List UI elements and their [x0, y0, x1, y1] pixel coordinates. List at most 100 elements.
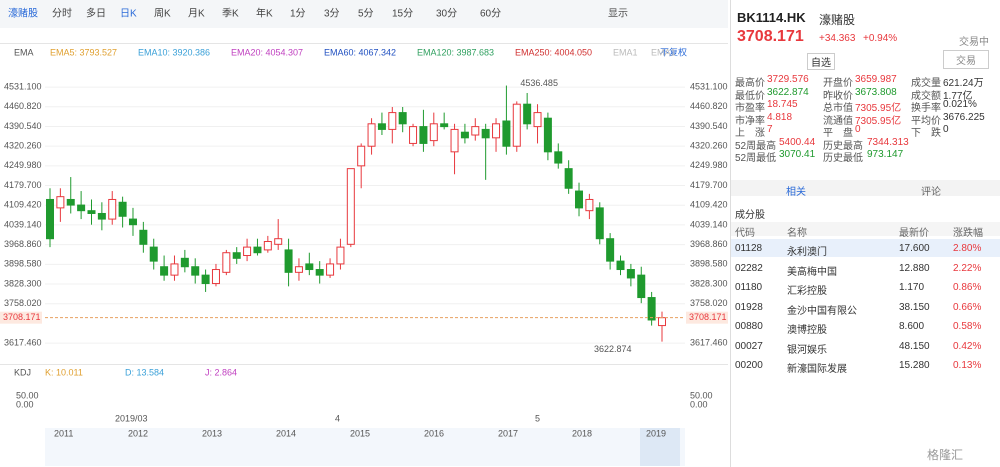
candle-body [253, 246, 262, 254]
stat-label: 历史最高 [823, 140, 863, 152]
cell[interactable]: 银河娱乐 [787, 344, 827, 356]
toolbar-item: 季K [222, 8, 239, 20]
trade-button[interactable]: 交易 [943, 50, 989, 69]
candle-body [77, 204, 86, 212]
stat-value: 3676.225 [943, 111, 985, 123]
kdj-tick: 0.00 [16, 399, 34, 409]
column-header[interactable]: 名称 [787, 228, 807, 239]
candle-body [191, 266, 200, 276]
stat-label: 流通值 [823, 115, 853, 127]
cell[interactable]: 美高梅中国 [787, 266, 837, 278]
y-tick-label: 4320.260 [690, 141, 728, 151]
year-label: 2016 [424, 428, 444, 438]
ema-legend: EMA10: 3920.386 [138, 47, 210, 57]
month-label: 2019/03 [115, 413, 148, 423]
year-label: 2018 [572, 428, 592, 438]
toolbar-item: 30分 [436, 8, 457, 20]
stat-value: 18.745 [767, 99, 798, 110]
candle-body [108, 198, 117, 220]
ema-legend: EMA60: 4067.342 [324, 47, 396, 57]
candle-body [211, 269, 220, 285]
candle-body [46, 198, 54, 240]
candle-body [564, 168, 573, 189]
ema-legend: EMA20: 4054.307 [231, 47, 303, 57]
candle-body [512, 103, 521, 147]
toolbar-item: 15分 [392, 8, 413, 20]
candle-body [66, 198, 75, 206]
name: 濠赌股 [819, 13, 856, 27]
column-header[interactable]: 最新价 [899, 228, 929, 239]
cell[interactable]: 新濠国际发展 [787, 364, 847, 375]
candle-body [377, 123, 386, 130]
stat-label: 上 涨 [735, 128, 765, 139]
candle-body [429, 123, 438, 142]
candle-body [315, 269, 324, 276]
cell[interactable]: 永利澳门 [787, 247, 827, 258]
toolbar-item: 年K [256, 7, 273, 20]
candle-body [637, 274, 646, 299]
y-tick-label: 4320.260 [4, 141, 42, 151]
candle-body [222, 252, 231, 273]
stat-value: 7305.95亿 [855, 103, 902, 114]
watch-button[interactable]: 自选 [807, 53, 835, 70]
row-highlight [731, 239, 1000, 257]
year-label: 2011 [54, 428, 73, 438]
candle-body [232, 252, 241, 259]
column-header[interactable]: 涨跌幅 [953, 228, 983, 239]
ema-legend: EMA120: 3987.683 [417, 47, 494, 57]
candle-body [471, 126, 480, 136]
stat-label: 历史最低 [823, 153, 863, 164]
toolbar-item: 60分 [480, 8, 501, 20]
stat-label: 52周最低 [735, 153, 777, 164]
adjust-button[interactable]: 不复权 [660, 46, 687, 57]
y-tick-label: 4109.420 [4, 200, 42, 210]
stat-label: 市净率 [735, 115, 765, 127]
cell[interactable]: 澳博控股 [787, 325, 827, 336]
toolbar-item: 周K [154, 8, 171, 20]
candle-body [263, 241, 272, 251]
y-tick-label: 3617.460 [690, 337, 728, 347]
toolbar-item: 5分 [358, 8, 374, 20]
price-tag-label: 3708.171 [689, 312, 727, 322]
divider [0, 364, 728, 365]
stat-value: 7344.313 [867, 136, 909, 148]
stat-label: 市盈率 [735, 103, 765, 114]
stat-value: 3729.576 [767, 74, 809, 85]
year-label: 2017 [498, 428, 518, 438]
toolbar-item: 濠赌股 [8, 7, 38, 20]
tab[interactable]: 相关 [786, 187, 806, 198]
year-label: 2014 [276, 428, 296, 438]
y-tick-label: 4460.820 [4, 101, 42, 111]
cell: 38.150 [899, 301, 930, 313]
candle-body [336, 246, 345, 265]
candle-body [492, 123, 501, 139]
candle-body [533, 112, 542, 128]
stat-value: 3659.987 [855, 74, 897, 85]
candle-body [97, 212, 106, 220]
toolbar [0, 0, 728, 28]
y-tick-label: 4249.980 [4, 160, 42, 170]
cell[interactable]: 汇彩控股 [787, 286, 827, 297]
stat-value: 1.77亿 [943, 90, 973, 102]
ema-legend: EMA1 [613, 47, 638, 57]
y-tick-label: 3617.460 [4, 337, 42, 347]
candle-body [170, 263, 179, 276]
navigator-window[interactable] [640, 428, 680, 466]
stat-label: 成交量 [911, 78, 941, 89]
cell[interactable]: 金沙中国有限公 [787, 305, 857, 317]
y-tick-label: 3968.860 [4, 239, 42, 249]
cell: 2.22% [953, 262, 982, 274]
cell: 0.58% [953, 321, 982, 332]
stat-label: 52周最高 [735, 140, 777, 152]
candle-body [367, 123, 376, 147]
candle-body [626, 269, 635, 279]
quote-panel: BK1114.HK 濠赌股 3708.171 +34.363 +0.94% 交易… [730, 0, 1000, 467]
candle-body [481, 128, 490, 139]
column-header[interactable]: 代码 [735, 228, 755, 239]
tab[interactable]: 评论 [921, 187, 941, 198]
stat-value: 5400.44 [779, 136, 816, 148]
display-menu: 显示 [608, 8, 628, 20]
candle-body [128, 218, 137, 226]
stat-value: 3070.41 [779, 149, 816, 160]
